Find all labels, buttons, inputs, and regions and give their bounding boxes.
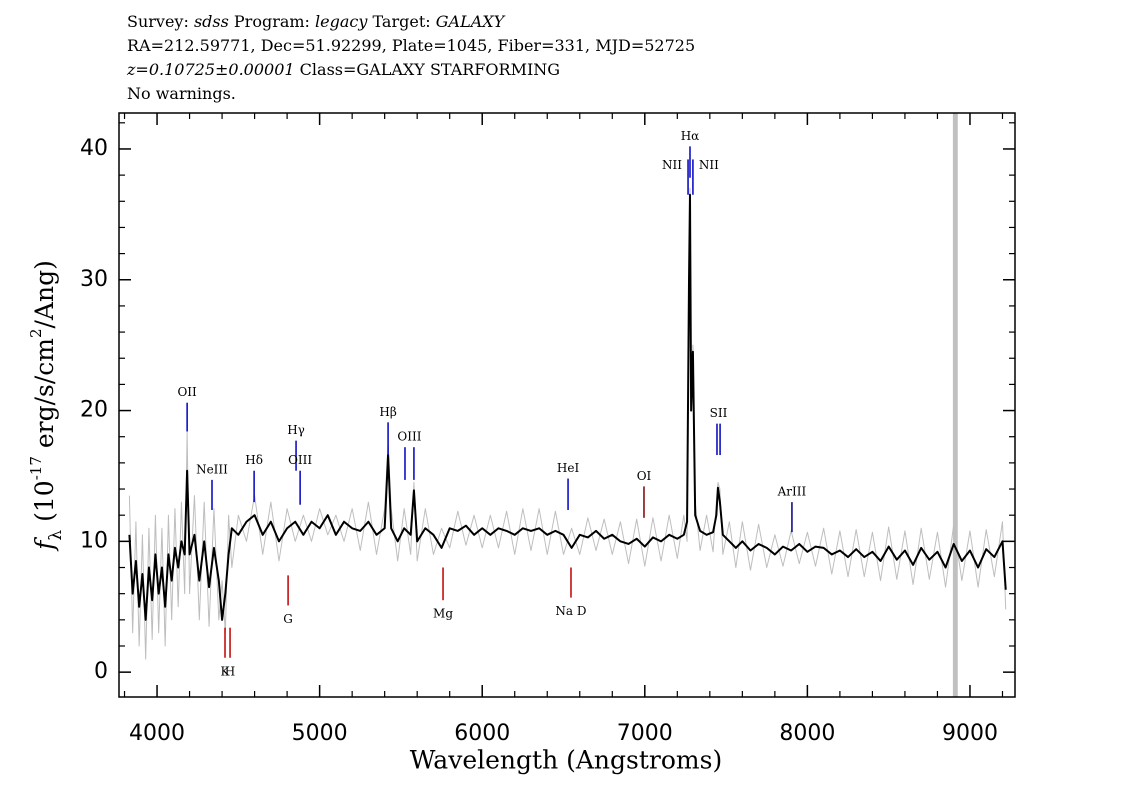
line-label: Hβ [379, 405, 396, 419]
line-label: OIII [288, 453, 312, 467]
smoothed-spectrum [128, 193, 1007, 621]
y-tick-label: 10 [80, 528, 108, 553]
y-label-part: 2 [27, 328, 45, 338]
line-label: H [225, 664, 235, 678]
y-label-part: erg/s/cm [30, 338, 59, 456]
plot-frame [118, 112, 1016, 698]
masked-region [952, 113, 958, 697]
line-label: HeI [557, 461, 580, 475]
line-label: NII [699, 158, 719, 172]
mask-layer [952, 113, 958, 697]
title-line: RA=212.59771, Dec=51.92299, Plate=1045, … [127, 36, 695, 55]
axes-layer: 4000 5000 6000 7000 8000 9000 0 10 20 30 40 [80, 113, 1015, 746]
annotation-layer: OIINeIIIHδHγOIIIHβOIIIHeIOINIIHαNIISIIAr… [177, 129, 806, 678]
title-line: z=0.10725±0.00001 Class=GALAXY STARFORMI… [126, 60, 560, 79]
y-label-part: (10 [30, 480, 59, 530]
line-label: Mg [433, 607, 453, 621]
title-part: Target: [367, 12, 435, 31]
y-tick-label: 20 [80, 398, 108, 423]
line-label: G [283, 612, 293, 626]
title-part: legacy [315, 12, 368, 31]
y-axis-label: fλ (10-17 erg/s/cm2/Ang) [27, 260, 66, 552]
y-label-part: -17 [27, 456, 45, 480]
line-label: OIII [397, 430, 421, 444]
title-part: RA=212.59771, Dec=51.92299, Plate=1045, … [127, 36, 695, 55]
title-line: No warnings. [127, 84, 236, 103]
line-label: SII [710, 406, 728, 420]
x-tick-label: 6000 [454, 721, 510, 746]
x-axis-label: Wavelength (Angstroms) [410, 746, 722, 775]
x-tick-label: 5000 [292, 721, 348, 746]
title-part: Program: [229, 12, 315, 31]
line-label: Hγ [287, 423, 305, 437]
y-label-part: λ [46, 530, 66, 541]
title-part: Class=GALAXY STARFORMING [295, 60, 560, 79]
line-label: NeIII [196, 462, 228, 476]
spectrum-layer [128, 187, 1007, 660]
line-label: Hα [681, 129, 700, 143]
title-part: Survey: [127, 12, 194, 31]
line-label: K [221, 664, 231, 678]
y-tick-label: 30 [80, 267, 108, 292]
x-tick-label: 9000 [942, 721, 998, 746]
line-label: ArIII [777, 485, 807, 499]
x-tick-label: 7000 [617, 721, 673, 746]
title-line: Survey: sdss Program: legacy Target: GAL… [127, 12, 506, 31]
title-part: z=0.10725±0.00001 [126, 60, 295, 79]
line-label: OI [637, 469, 652, 483]
title-part: GALAXY [436, 12, 506, 31]
line-label: Na D [555, 604, 586, 618]
y-label-part: /Ang) [30, 260, 59, 328]
line-label: OII [177, 385, 197, 399]
line-label: NII [662, 158, 682, 172]
title-part: No warnings. [127, 84, 236, 103]
line-label: Hδ [245, 453, 263, 467]
y-tick-label: 0 [94, 659, 108, 684]
y-tick-label: 40 [80, 136, 108, 161]
title-part: sdss [194, 12, 229, 31]
x-tick-label: 4000 [129, 721, 185, 746]
x-tick-label: 8000 [779, 721, 835, 746]
y-label-part: f [30, 537, 59, 552]
